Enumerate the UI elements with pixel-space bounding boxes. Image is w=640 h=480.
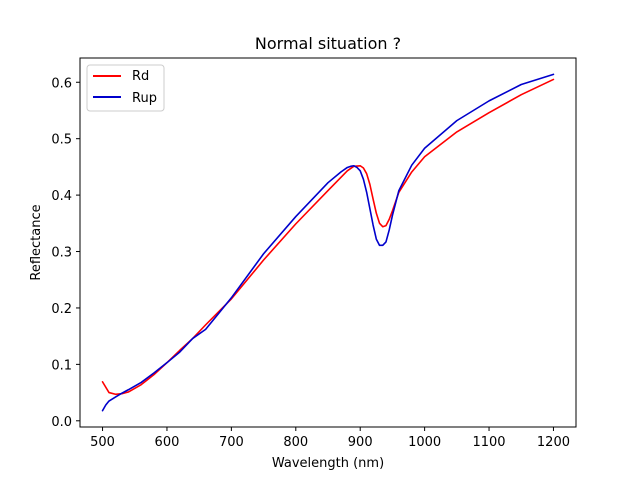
chart-title: Normal situation ? xyxy=(255,34,401,53)
legend-label-rup: Rup xyxy=(132,91,157,106)
series-line-rup xyxy=(101,73,555,412)
y-axis-label: Reflectance xyxy=(29,204,44,280)
legend: Rd Rup xyxy=(86,64,165,112)
x-tick-label: 1000 xyxy=(408,435,441,450)
y-tick-label: 0.5 xyxy=(51,133,72,148)
x-tick-label: 500 xyxy=(90,435,115,450)
y-tick-label: 0.6 xyxy=(51,76,72,91)
x-tick-label: 1100 xyxy=(472,435,505,450)
x-axis-label: Wavelength (nm) xyxy=(272,456,384,471)
x-tick-label: 800 xyxy=(283,435,308,450)
x-tick-label: 1200 xyxy=(537,435,570,450)
x-tick-label: 900 xyxy=(348,435,373,450)
plot-frame xyxy=(79,57,577,428)
y-tick-label: 0.3 xyxy=(51,246,72,261)
y-tick-label: 0.1 xyxy=(51,358,72,373)
y-axis-ticks: 0.0 0.1 0.2 0.3 0.4 0.5 0.6 xyxy=(51,76,80,430)
x-tick-label: 600 xyxy=(155,435,180,450)
x-axis-ticks: 500 600 700 800 900 1000 1100 1200 xyxy=(90,427,570,450)
x-tick-label: 700 xyxy=(219,435,244,450)
y-tick-label: 0.0 xyxy=(51,415,72,430)
series-line-rd xyxy=(101,78,555,396)
y-tick-label: 0.4 xyxy=(51,189,72,204)
legend-label-rd: Rd xyxy=(132,69,149,84)
series-layer xyxy=(101,73,555,412)
y-tick-label: 0.2 xyxy=(51,302,72,317)
